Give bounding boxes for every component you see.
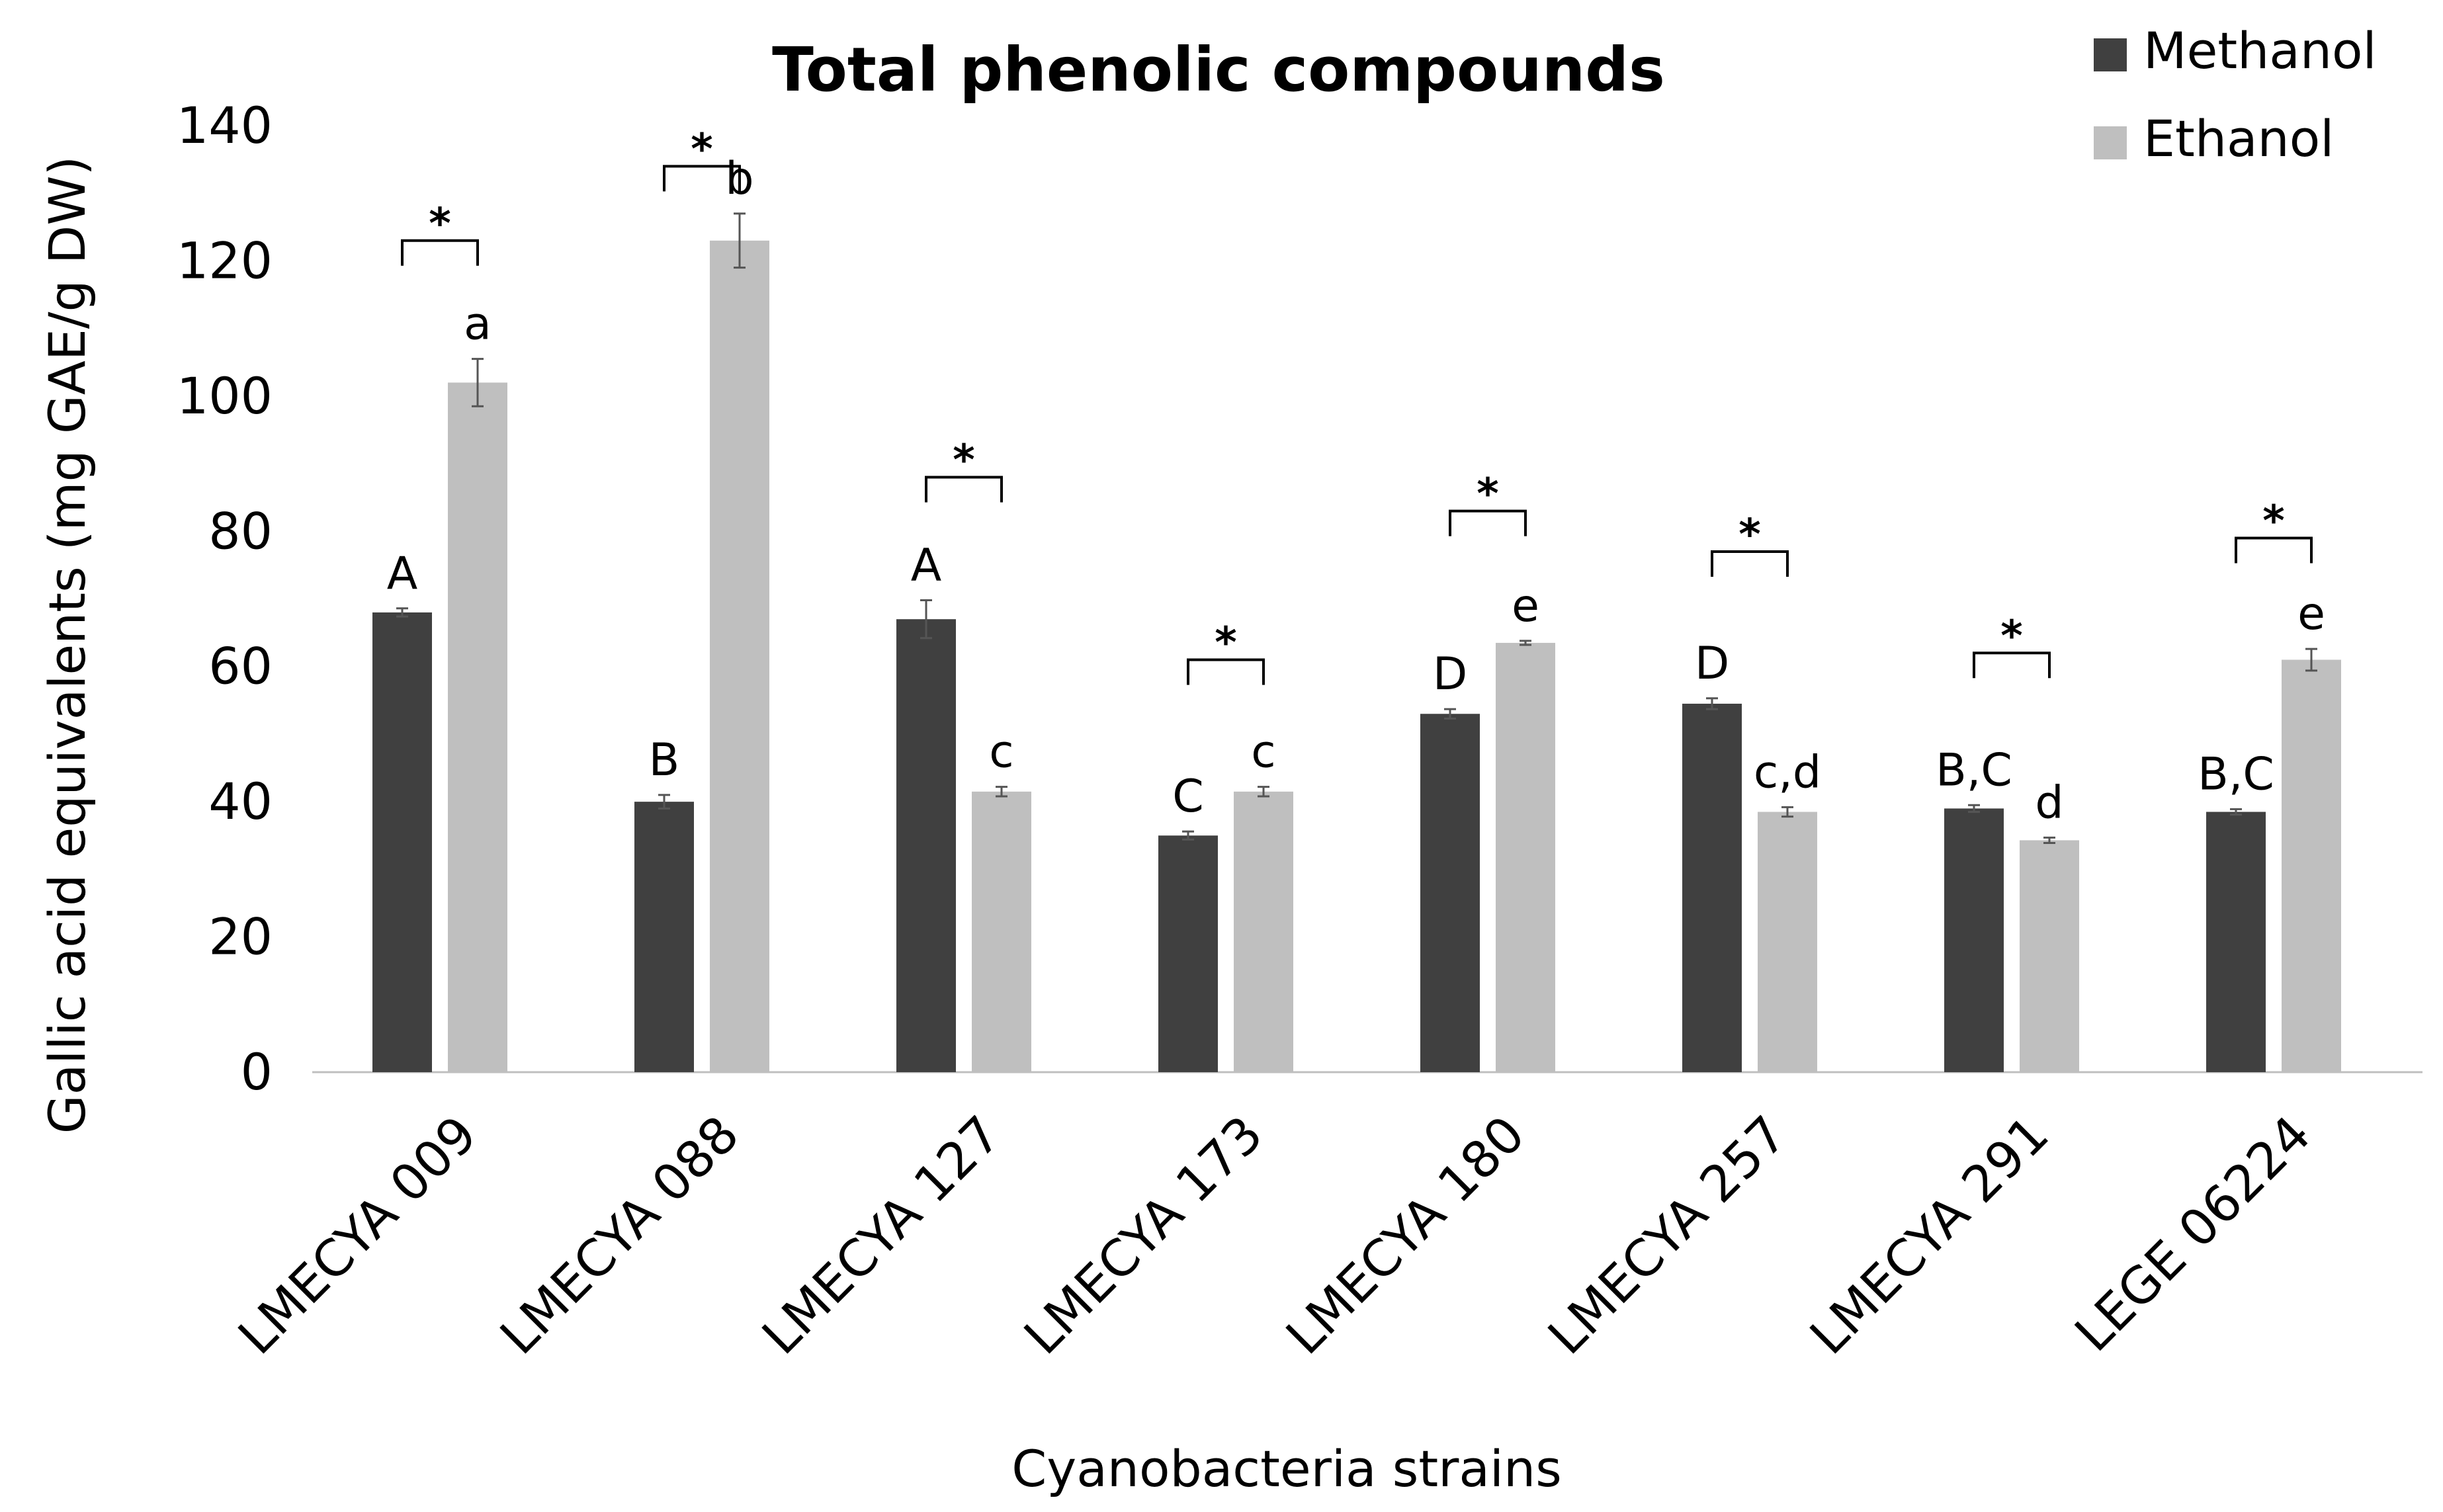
- bar-methanol: [1682, 703, 1742, 1072]
- category-label: LMECYA 257: [1537, 1105, 1798, 1366]
- significance-letter: c: [989, 726, 1013, 778]
- significance-letter: B,C: [1936, 744, 2012, 796]
- significance-letter: e: [1512, 580, 1539, 632]
- y-tick-label: 60: [208, 637, 273, 696]
- error-bar: [658, 794, 670, 810]
- y-axis-label: Gallic acid equivalents (mg GAE/g DW): [38, 156, 97, 1134]
- significance-star: *: [953, 437, 974, 485]
- bars: [372, 240, 2341, 1072]
- error-bar: [1968, 804, 1980, 813]
- error-bar: [2043, 836, 2055, 844]
- bar-methanol: [1420, 714, 1480, 1072]
- error-bar: [472, 358, 484, 407]
- y-tick-label: 140: [177, 96, 273, 155]
- error-bar: [2230, 808, 2242, 816]
- legend-swatch-ethanol: [2094, 126, 2127, 159]
- significance-letter: a: [464, 298, 492, 351]
- y-tick-label: 20: [208, 907, 273, 966]
- category-label: LMECYA 180: [1275, 1105, 1536, 1366]
- legend-swatch-methanol: [2094, 38, 2127, 71]
- significance-bracket: *: [1711, 511, 1789, 577]
- y-tick-label: 100: [177, 366, 273, 425]
- significance-letter: d: [2035, 777, 2063, 829]
- error-bar: [1781, 806, 1793, 818]
- legend-label-ethanol: Ethanol: [2143, 109, 2334, 168]
- error-bar: [920, 599, 932, 640]
- bar-ethanol: [1496, 642, 1555, 1072]
- bar-methanol: [634, 802, 694, 1072]
- significance-letter: A: [911, 540, 942, 592]
- bar-ethanol: [710, 240, 769, 1072]
- significance-letter: C: [1172, 771, 1203, 823]
- significance-bracket: *: [925, 437, 1003, 503]
- category-label: LMECYA 291: [1799, 1105, 2060, 1366]
- significance-star: *: [1215, 618, 1236, 667]
- significance-bracket: *: [1449, 470, 1527, 536]
- category-label: LMECYA 009: [227, 1105, 488, 1366]
- bar-ethanol: [1758, 812, 1817, 1072]
- bar-ethanol: [2020, 840, 2079, 1072]
- bar-methanol: [896, 619, 956, 1072]
- category-label: LMECYA 088: [489, 1105, 750, 1366]
- significance-letter: c: [1251, 726, 1275, 778]
- y-tick-label: 120: [177, 231, 273, 290]
- significance-star: *: [1738, 511, 1760, 560]
- significance-bracket: *: [401, 200, 479, 266]
- significance-bracket: *: [2235, 497, 2313, 564]
- significance-bracket: *: [1187, 618, 1265, 685]
- significance-letter: D: [1433, 648, 1467, 700]
- y-tick-label: 0: [241, 1042, 273, 1101]
- error-bar: [996, 786, 1007, 798]
- significance-bracket: *: [1973, 612, 2051, 679]
- significance-star: *: [691, 125, 712, 174]
- bar-ethanol: [2282, 659, 2341, 1072]
- significance-letter: B,C: [2198, 748, 2274, 800]
- x-axis-label: Cyanobacteria strains: [1011, 1439, 1562, 1498]
- error-bar: [1182, 830, 1194, 841]
- significance-letter: e: [2297, 588, 2325, 640]
- category-label: LMECYA 173: [1013, 1105, 1274, 1366]
- bar-methanol: [1158, 835, 1218, 1072]
- error-bar: [1706, 697, 1718, 710]
- bar-methanol: [1944, 808, 2004, 1072]
- error-bar: [1444, 708, 1456, 720]
- error-bars: [396, 212, 2317, 844]
- bar-methanol: [372, 612, 432, 1072]
- significance-star: *: [1477, 470, 1498, 519]
- error-bar: [1520, 640, 1531, 646]
- y-tick-label: 40: [208, 772, 273, 831]
- significance-bracket: *: [663, 125, 741, 192]
- chart-title: Total phenolic compounds: [772, 34, 1665, 105]
- y-axis-ticks: 0 20 40 60 80 100 120 140: [177, 96, 273, 1101]
- error-bar: [734, 212, 746, 269]
- significance-letter: D: [1695, 638, 1729, 690]
- category-labels: LMECYA 009 LMECYA 088 LMECYA 127 LMECYA 173…: [227, 1105, 2322, 1366]
- y-tick-label: 80: [208, 501, 273, 560]
- significance-star: *: [2000, 612, 2022, 661]
- category-label: LMECYA 127: [751, 1105, 1012, 1366]
- bar-ethanol: [972, 791, 1031, 1072]
- legend-label-methanol: Methanol: [2143, 21, 2377, 80]
- category-label: LEGE 06224: [2063, 1105, 2321, 1363]
- significance-star: *: [429, 200, 450, 249]
- bar-methanol: [2206, 812, 2266, 1072]
- error-bar: [396, 607, 408, 618]
- significance-star: *: [2262, 497, 2284, 546]
- error-bar: [1258, 786, 1269, 798]
- legend: Methanol Ethanol: [2094, 21, 2377, 168]
- error-bar: [2305, 648, 2317, 672]
- bar-ethanol: [1234, 791, 1293, 1072]
- significance-letter: A: [387, 548, 418, 600]
- significance-letter: c,d: [1754, 746, 1821, 798]
- bar-ethanol: [448, 382, 507, 1072]
- significance-letter: B: [649, 734, 680, 786]
- significance-brackets: * * * * * * * *: [401, 125, 2313, 685]
